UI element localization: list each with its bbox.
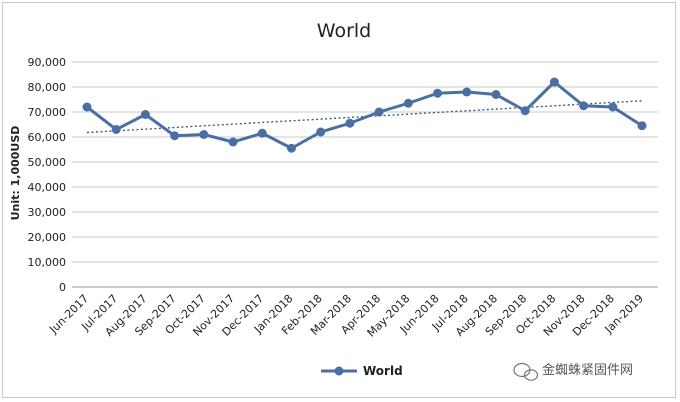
data-point xyxy=(403,98,413,108)
y-tick-labels: 0 10,000 20,000 30,000 40,000 50,000 60,000 70,… xyxy=(28,56,67,294)
data-point xyxy=(257,128,267,138)
y-tick-label: 0 xyxy=(59,281,66,294)
legend-marker-icon xyxy=(334,366,344,376)
watermark: 金蜘蛛紧固件网 xyxy=(513,362,633,381)
data-point xyxy=(170,131,180,141)
data-point xyxy=(82,102,92,112)
data-point xyxy=(111,125,121,134)
legend-label: World xyxy=(363,364,403,378)
data-point xyxy=(462,87,472,97)
y-tick-label: 70,000 xyxy=(28,106,67,119)
y-tick-label: 20,000 xyxy=(28,231,67,244)
data-point xyxy=(579,101,589,111)
data-point xyxy=(316,127,326,137)
y-tick-label: 60,000 xyxy=(28,131,67,144)
data-point xyxy=(345,118,355,128)
data-point xyxy=(199,130,209,139)
data-point xyxy=(286,143,296,153)
wechat-icon xyxy=(513,362,539,381)
data-point xyxy=(608,102,618,112)
y-tick-label: 30,000 xyxy=(28,206,67,219)
legend: World xyxy=(321,364,403,378)
y-tick-label: 50,000 xyxy=(28,156,67,169)
data-point xyxy=(549,77,559,87)
y-tick-label: 90,000 xyxy=(28,56,67,69)
data-point xyxy=(140,110,150,119)
data-point xyxy=(433,88,443,98)
y-axis-label: Unit: 1,000USD xyxy=(9,126,22,221)
data-point xyxy=(228,137,238,147)
y-tick-label: 80,000 xyxy=(28,81,67,94)
data-point xyxy=(520,106,530,116)
chart-frame xyxy=(2,2,676,398)
x-tick-labels: Jun-2017Jul-2017Aug-2017Sep-2017Oct-2017… xyxy=(46,292,646,340)
data-point xyxy=(374,107,384,117)
data-point xyxy=(491,90,501,99)
series-markers xyxy=(82,77,647,153)
series-line-world xyxy=(86,80,643,150)
y-tick-label: 10,000 xyxy=(28,256,67,269)
grid-lines xyxy=(72,61,658,288)
watermark-text: 金蜘蛛紧固件网 xyxy=(542,362,633,378)
data-point xyxy=(637,121,647,131)
y-tick-label: 40,000 xyxy=(28,181,67,194)
chart-title: World xyxy=(317,20,371,42)
